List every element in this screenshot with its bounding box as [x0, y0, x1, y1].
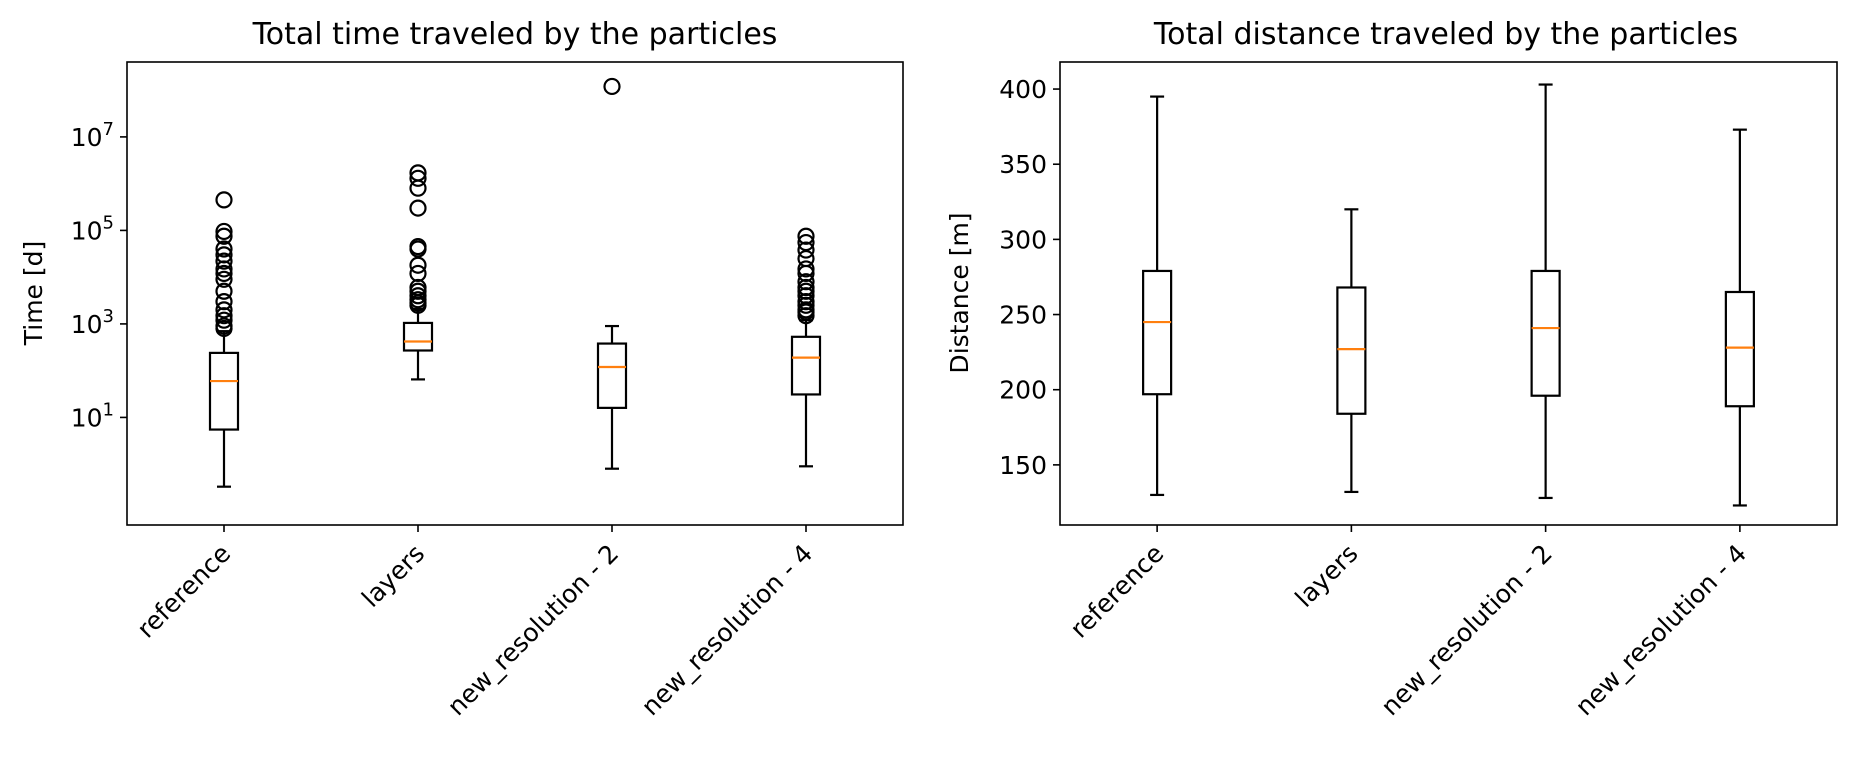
outlier-point [797, 227, 815, 245]
outlier-point [797, 260, 815, 278]
distance-box-layers [1336, 208, 1367, 494]
y-tick-label: 105 [71, 212, 114, 245]
distance-box-new-resolution-2 [1530, 83, 1561, 500]
outlier-point [409, 179, 427, 197]
interquartile-box [1142, 269, 1173, 396]
distance-y-axis-ticks: 150 200 250 300 350 400 [999, 75, 1060, 480]
time-chart-title: Total time traveled by the particles [252, 17, 778, 52]
outlier-point [215, 319, 233, 338]
outlier-point [215, 240, 233, 258]
outlier-point [215, 191, 233, 209]
distance-plot-frame [1059, 61, 1838, 526]
interquartile-box [402, 321, 434, 352]
interquartile-box [1336, 286, 1367, 415]
outlier-point [603, 77, 621, 96]
time-y-axis-label: Time [d] [19, 241, 48, 347]
y-tick-label: 200 [999, 376, 1047, 405]
y-tick-label: 350 [999, 150, 1047, 179]
outlier-point [215, 227, 233, 245]
y-tick-label: 107 [71, 119, 114, 152]
time-y-axis-ticks: 101 103 105 107 [71, 119, 127, 432]
outlier-point [409, 169, 427, 187]
interquartile-box [1530, 269, 1561, 397]
outlier-point [215, 264, 233, 283]
outlier-point [215, 282, 233, 300]
outlier-point [215, 252, 233, 270]
distance-box-new-resolution-4 [1724, 128, 1755, 507]
distance-box-reference [1142, 95, 1173, 497]
interquartile-box [208, 351, 240, 431]
outlier-point [409, 256, 427, 274]
interquartile-box [596, 342, 628, 409]
y-tick-label: 103 [71, 306, 114, 339]
outlier-point [797, 296, 815, 314]
y-tick-label: 101 [71, 399, 114, 432]
time-box-new-resolution-4 [790, 227, 822, 468]
outlier-point [215, 307, 233, 325]
time-plot-frame [126, 61, 904, 526]
time-box-new-resolution-2 [596, 77, 628, 470]
interquartile-box [790, 335, 822, 396]
outlier-point [797, 307, 815, 325]
y-tick-label: 250 [999, 301, 1047, 330]
outlier-point [409, 296, 427, 314]
outlier-point [797, 241, 815, 259]
outlier-point [409, 240, 427, 258]
y-tick-label: 300 [999, 225, 1047, 254]
interquartile-box [1724, 290, 1755, 408]
outlier-point [215, 222, 233, 241]
time-boxplot-marks [208, 77, 822, 488]
y-tick-label: 150 [999, 451, 1047, 480]
time-box-reference [208, 191, 240, 488]
outlier-point [215, 260, 233, 278]
distance-chart-title: Total distance traveled by the particles [1153, 17, 1738, 52]
distance-y-axis-label: Distance [m] [945, 212, 974, 373]
distance-boxplot-marks [1142, 83, 1755, 507]
y-tick-label: 400 [999, 75, 1047, 104]
time-box-layers [402, 164, 434, 381]
outlier-point [215, 270, 233, 288]
outlier-point [215, 301, 233, 319]
outlier-point [409, 199, 427, 217]
outlier-point [215, 311, 233, 329]
